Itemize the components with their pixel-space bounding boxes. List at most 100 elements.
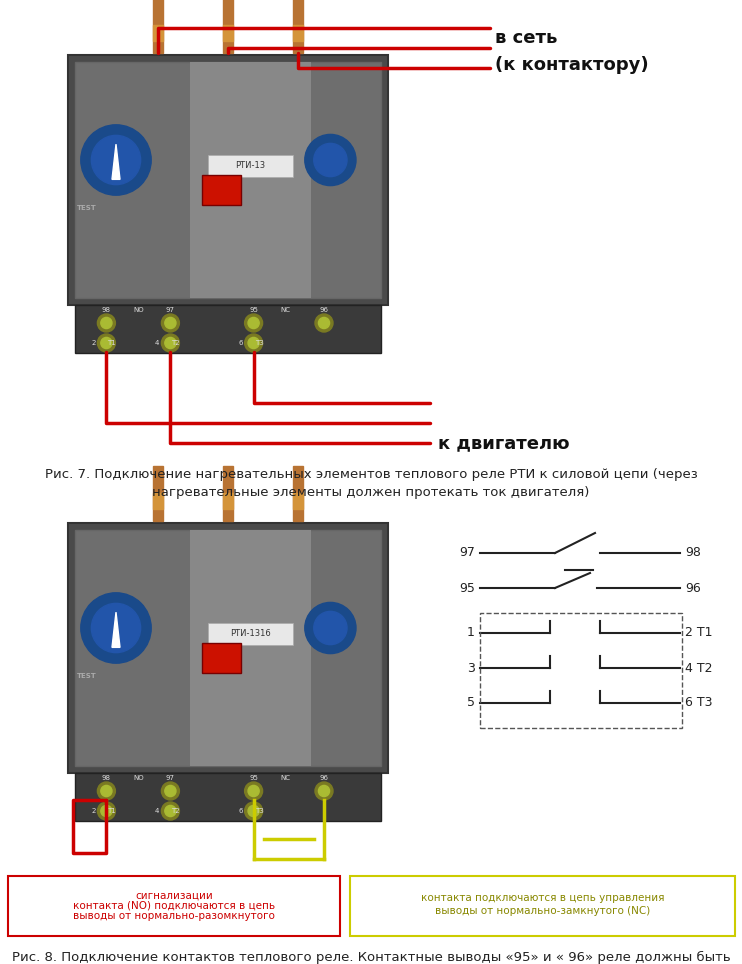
Text: выводы от нормально-разомкнутого: выводы от нормально-разомкнутого bbox=[73, 911, 275, 921]
Text: T3: T3 bbox=[255, 808, 263, 814]
Bar bbox=[190, 530, 311, 766]
Text: 97: 97 bbox=[166, 775, 175, 781]
Circle shape bbox=[248, 317, 259, 329]
Circle shape bbox=[245, 314, 263, 332]
Bar bbox=[223, 466, 233, 521]
Text: 98: 98 bbox=[685, 547, 701, 559]
Bar bbox=[75, 530, 381, 766]
Bar bbox=[208, 623, 293, 645]
Circle shape bbox=[305, 134, 356, 186]
Bar bbox=[293, 493, 303, 509]
Circle shape bbox=[318, 786, 329, 796]
Polygon shape bbox=[112, 145, 120, 179]
Text: контакта подключаются в цепь управления: контакта подключаются в цепь управления bbox=[421, 893, 664, 903]
Text: к двигателю: к двигателю bbox=[438, 434, 570, 452]
Bar bbox=[480, 613, 682, 728]
Text: нагревательные элементы должен протекать ток двигателя): нагревательные элементы должен протекать… bbox=[152, 486, 590, 499]
Text: NC: NC bbox=[280, 775, 291, 781]
Text: в сеть: в сеть bbox=[495, 29, 557, 47]
Bar bbox=[153, 466, 162, 521]
Bar bbox=[223, 25, 233, 41]
Text: РТИ-1316: РТИ-1316 bbox=[230, 629, 271, 638]
Bar bbox=[203, 643, 241, 673]
Circle shape bbox=[248, 805, 259, 817]
Text: NO: NO bbox=[133, 775, 144, 781]
Bar bbox=[75, 305, 381, 353]
Text: 6: 6 bbox=[238, 808, 243, 814]
Circle shape bbox=[101, 337, 112, 349]
Text: 95: 95 bbox=[459, 581, 475, 595]
Bar bbox=[8, 876, 340, 936]
Text: 98: 98 bbox=[102, 775, 111, 781]
Bar bbox=[203, 175, 241, 205]
Text: 2: 2 bbox=[91, 808, 96, 814]
Text: 6: 6 bbox=[238, 340, 243, 346]
Text: TEST: TEST bbox=[77, 673, 96, 679]
Circle shape bbox=[101, 805, 112, 817]
Text: 97: 97 bbox=[459, 547, 475, 559]
Circle shape bbox=[97, 802, 116, 820]
Text: 95: 95 bbox=[249, 307, 258, 313]
Circle shape bbox=[318, 317, 329, 329]
Text: T3: T3 bbox=[255, 340, 263, 346]
Text: 2: 2 bbox=[91, 340, 96, 346]
Text: 3: 3 bbox=[467, 661, 475, 675]
Text: NO: NO bbox=[133, 307, 144, 313]
Bar bbox=[208, 155, 293, 177]
Bar bbox=[68, 523, 388, 773]
Circle shape bbox=[162, 802, 180, 820]
Circle shape bbox=[314, 144, 347, 176]
Circle shape bbox=[248, 786, 259, 796]
Text: контакта (NO) подключаются в цепь: контакта (NO) подключаются в цепь bbox=[73, 901, 275, 911]
Text: 96: 96 bbox=[320, 307, 329, 313]
Text: 98: 98 bbox=[102, 307, 111, 313]
Bar bbox=[293, 25, 303, 41]
Text: Рис. 8. Подключение контактов теплового реле. Контактные выводы «95» и « 96» рел: Рис. 8. Подключение контактов теплового … bbox=[12, 951, 730, 964]
Text: 4 T2: 4 T2 bbox=[685, 661, 712, 675]
Bar bbox=[68, 55, 388, 305]
Circle shape bbox=[81, 124, 151, 195]
Circle shape bbox=[248, 337, 259, 349]
Text: T1: T1 bbox=[108, 340, 116, 346]
Circle shape bbox=[162, 782, 180, 800]
Bar bbox=[75, 62, 381, 298]
Text: NC: NC bbox=[280, 307, 291, 313]
Bar bbox=[153, 493, 162, 509]
Text: РТИ-13: РТИ-13 bbox=[235, 162, 266, 171]
Bar bbox=[190, 62, 311, 298]
Circle shape bbox=[97, 782, 116, 800]
Text: выводы от нормально-замкнутого (NC): выводы от нормально-замкнутого (NC) bbox=[435, 906, 650, 916]
Text: 4: 4 bbox=[155, 808, 160, 814]
Text: 97: 97 bbox=[166, 307, 175, 313]
Text: 2 T1: 2 T1 bbox=[685, 627, 712, 639]
Polygon shape bbox=[112, 612, 120, 648]
Circle shape bbox=[91, 603, 141, 653]
Circle shape bbox=[165, 317, 176, 329]
Text: Рис. 7. Подключение нагревательных элементов теплового реле РТИ к силовой цепи (: Рис. 7. Подключение нагревательных элеме… bbox=[45, 468, 697, 481]
Circle shape bbox=[245, 802, 263, 820]
Text: 1: 1 bbox=[467, 627, 475, 639]
Text: (к контактору): (к контактору) bbox=[495, 56, 649, 74]
Circle shape bbox=[97, 314, 116, 332]
Bar bbox=[223, 493, 233, 509]
Bar bbox=[75, 773, 381, 821]
Circle shape bbox=[315, 314, 333, 332]
Text: TEST: TEST bbox=[77, 205, 96, 211]
Circle shape bbox=[81, 593, 151, 663]
Circle shape bbox=[91, 135, 141, 185]
Bar bbox=[223, 0, 233, 53]
Circle shape bbox=[245, 334, 263, 352]
Circle shape bbox=[101, 786, 112, 796]
Text: T2: T2 bbox=[171, 340, 180, 346]
Circle shape bbox=[101, 317, 112, 329]
Circle shape bbox=[97, 334, 116, 352]
Circle shape bbox=[314, 611, 347, 645]
Circle shape bbox=[305, 602, 356, 654]
Circle shape bbox=[162, 334, 180, 352]
Bar bbox=[350, 876, 735, 936]
Bar bbox=[293, 466, 303, 521]
Text: 4: 4 bbox=[155, 340, 160, 346]
Circle shape bbox=[245, 782, 263, 800]
Circle shape bbox=[315, 782, 333, 800]
Bar bbox=[153, 0, 162, 53]
